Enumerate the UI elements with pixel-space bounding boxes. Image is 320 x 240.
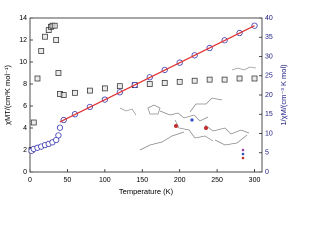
fit-line xyxy=(59,25,255,123)
chart: Temperature (K) χMT/(cm³K mol⁻¹) 1/χM/(c… xyxy=(3,15,288,196)
y2-tick-label: 40 xyxy=(265,15,273,22)
square-marker xyxy=(53,37,60,43)
square-marker xyxy=(34,75,41,82)
y2-axis-label: 1/χM/(cm⁻³ K mol) xyxy=(279,64,288,126)
square-marker xyxy=(176,78,183,85)
square-marker xyxy=(87,87,93,94)
square-marker xyxy=(191,77,198,84)
y2-tick-label: 0 xyxy=(265,169,269,176)
y-tick-label: 8 xyxy=(23,81,27,88)
square-marker xyxy=(30,119,37,126)
y2-tick-label: 25 xyxy=(265,73,273,80)
square-marker xyxy=(42,33,48,40)
y2-tick-label: 5 xyxy=(265,150,269,157)
x-tick-label: 0 xyxy=(28,177,32,184)
x-axis-label: Temperature (K) xyxy=(119,187,174,196)
square-marker xyxy=(221,76,228,83)
square-marker xyxy=(101,85,108,92)
y-tick-label: 10 xyxy=(19,59,27,66)
square-marker xyxy=(51,22,58,29)
x-tick-label: 250 xyxy=(211,177,223,184)
circle-marker xyxy=(55,132,62,139)
y-axis-label: χMT/(cm³K mol⁻¹) xyxy=(3,65,12,125)
y2-tick-label: 30 xyxy=(265,53,273,60)
y-tick-label: 14 xyxy=(19,15,27,22)
square-marker xyxy=(146,81,153,87)
y-tick-label: 2 xyxy=(23,147,27,154)
y-tick-label: 6 xyxy=(23,103,27,110)
y-tick-label: 0 xyxy=(23,169,27,176)
x-tick-label: 100 xyxy=(99,177,111,184)
y-tick-label: 4 xyxy=(23,125,27,132)
x-tick-label: 50 xyxy=(64,177,72,184)
square-marker xyxy=(55,70,62,76)
square-marker xyxy=(60,92,67,98)
y-tick-label: 12 xyxy=(19,37,27,44)
square-marker xyxy=(161,80,168,86)
square-marker xyxy=(116,83,123,90)
y2-tick-label: 35 xyxy=(265,34,273,41)
x-tick-label: 200 xyxy=(174,177,186,184)
square-marker xyxy=(236,75,243,82)
square-marker xyxy=(38,48,45,54)
y2-tick-label: 15 xyxy=(265,111,273,118)
y2-tick-label: 20 xyxy=(265,92,273,99)
x-tick-label: 150 xyxy=(136,177,148,184)
y2-tick-label: 10 xyxy=(265,130,273,137)
square-marker xyxy=(72,89,78,96)
square-marker xyxy=(251,75,258,82)
x-tick-label: 300 xyxy=(249,177,261,184)
circle-marker xyxy=(56,124,64,131)
square-marker xyxy=(206,76,213,83)
molecule-inset xyxy=(119,66,257,160)
